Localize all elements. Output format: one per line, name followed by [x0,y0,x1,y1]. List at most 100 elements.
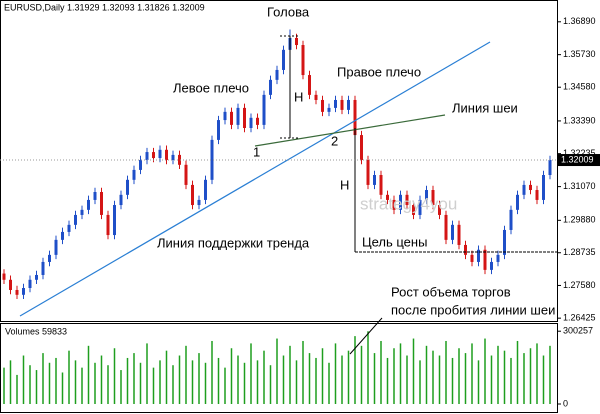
candle-body [178,154,181,165]
candle-body [503,229,506,255]
last-price-label: 1.32009 [561,154,594,164]
y-tick-label: 1.27580 [563,280,596,290]
candle-body [41,261,45,275]
candle-body [28,279,32,288]
annotation: 1 [253,144,260,159]
candle-body [197,199,201,206]
candle-body [184,164,188,185]
neck-line [254,114,446,147]
annotation: Линия шеи [452,100,518,115]
candle-body [451,224,454,240]
candle-body [379,175,383,195]
candle-body [516,194,519,210]
y-tick-label: 1.34580 [563,82,596,92]
candle-body [321,99,324,112]
candle-body [223,111,227,121]
volume-title: Volumes 59833 [5,326,67,336]
price-panel [0,0,558,322]
candle-body [171,154,175,160]
candle-body [483,249,487,270]
candle-body [438,205,441,215]
candle-body [74,214,77,225]
y-tick-label: 1.36890 [563,16,596,26]
candle-body [126,179,129,195]
candle-body [48,254,51,262]
y-tick-label: 1.33390 [563,115,596,125]
annotation: Левое плечо [173,80,249,95]
annotation: H [294,89,303,104]
annotation: Правое плечо [337,64,421,79]
candle-body [152,152,155,159]
candle-body [496,254,500,262]
candle-body [535,190,539,200]
candle-body [509,209,513,230]
candle-body [9,279,12,290]
candle-body [360,135,363,160]
candle-body [327,107,331,112]
candle-body [256,117,259,125]
candle-body [457,224,461,245]
candle-body [54,239,58,255]
candle-body [282,49,285,70]
candle-body [236,107,240,125]
candle-body [275,69,279,80]
candle-body [399,194,402,210]
candle-body [392,199,396,210]
candle-body [542,175,545,200]
candle-body [132,169,136,180]
candle-body [191,184,194,206]
candle-body [301,45,305,76]
candle-body [100,192,103,215]
candle-body [295,37,298,46]
candle-body [548,160,552,176]
candle-body [106,214,110,236]
candle-body [269,79,272,95]
candle-body [425,190,428,200]
candle-body [464,244,467,255]
candle-body [314,94,318,100]
candle-body [529,184,532,191]
candle-body [22,288,25,295]
annotation: H [340,177,349,192]
annotation: Голова [267,4,310,19]
candle-body [230,111,233,125]
last-price-box [558,154,600,167]
candle-body [444,214,448,240]
y-tick-label: 1.32235 [563,148,596,158]
candle-body [353,99,357,136]
candle-body [366,160,370,185]
candle-body [334,99,337,108]
y-tick-label: 1.26425 [563,313,596,323]
annotation: после пробития линии шеи [391,302,555,317]
arrow-line [349,317,383,355]
annotation: 2 [331,133,338,148]
candle-body [262,94,266,125]
candle-body [490,261,493,270]
candle-body [431,190,435,206]
volume-panel [0,323,558,413]
candle-body [93,192,97,200]
candle-body [217,120,220,140]
candle-body [165,149,168,160]
y-tick-label: 1.29880 [563,215,596,225]
candle-body [405,194,409,206]
candle-body [158,149,162,159]
candle-body [119,194,123,206]
candle-body [412,205,415,215]
volume-tick-label: 300257 [563,326,593,336]
candle-body [373,175,376,185]
candle-body [386,194,389,200]
candle-body [522,184,526,195]
candle-body [113,205,116,236]
candle-body [80,209,84,215]
candle-body [87,199,90,210]
candle-body [249,117,253,128]
candle-body [418,199,422,215]
candle-body [243,107,246,128]
candle-body [210,139,214,180]
candle-body [67,224,71,232]
candle-body [477,249,480,262]
watermark: strategy4you [360,194,457,213]
plot [2,29,552,404]
